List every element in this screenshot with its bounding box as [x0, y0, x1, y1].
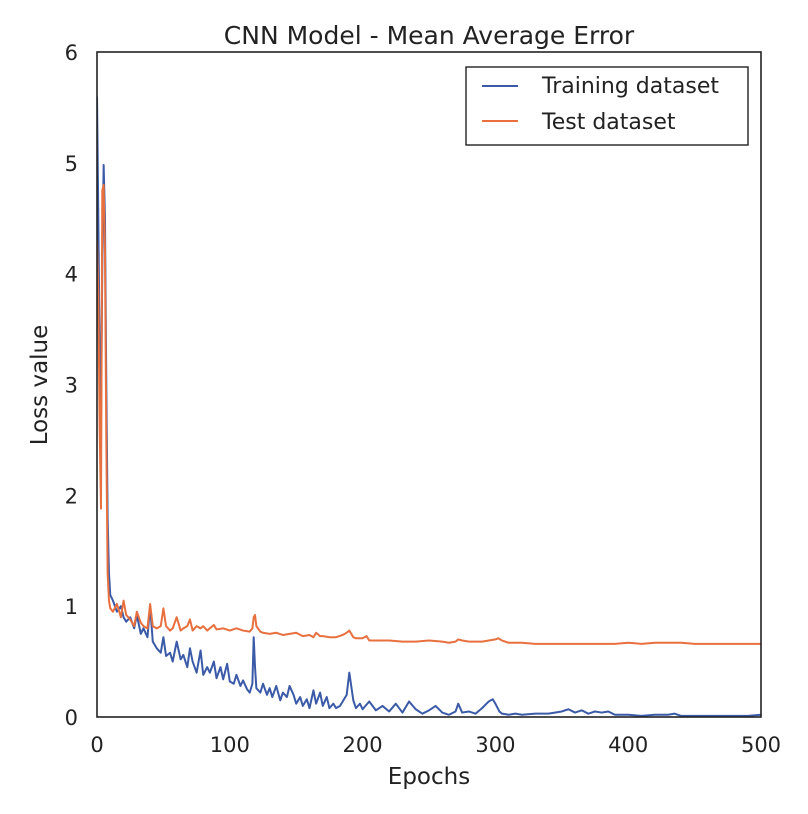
x-tick-label: 300 — [475, 733, 515, 757]
plot-frame — [96, 51, 762, 718]
legend: Training dataset Test dataset — [465, 66, 749, 146]
x-tick-label: 500 — [741, 733, 781, 757]
series-line-training — [97, 96, 761, 717]
y-tick-label: 5 — [65, 152, 78, 176]
y-axis: 0 1 2 3 4 5 6 — [65, 41, 78, 730]
x-tick-label: 100 — [210, 733, 250, 757]
y-tick-label: 0 — [65, 706, 78, 730]
series-line-test — [97, 184, 761, 645]
chart-title: CNN Model - Mean Average Error — [224, 21, 635, 50]
y-tick-label: 1 — [65, 595, 78, 619]
y-axis-label: Loss value — [27, 325, 53, 446]
y-tick-label: 3 — [65, 374, 78, 398]
y-tick-label: 2 — [65, 484, 78, 508]
legend-label-test: Test dataset — [541, 110, 676, 135]
y-tick-label: 6 — [65, 41, 78, 65]
y-tick-label: 4 — [65, 263, 78, 287]
x-tick-label: 400 — [608, 733, 648, 757]
x-tick-label: 200 — [343, 733, 383, 757]
x-axis: 0 100 200 300 400 500 — [90, 733, 781, 757]
legend-label-training: Training dataset — [541, 74, 719, 99]
legend-box — [465, 66, 749, 146]
series-layer — [97, 96, 761, 717]
x-tick-label: 0 — [90, 733, 103, 757]
x-axis-label: Epochs — [388, 764, 470, 790]
